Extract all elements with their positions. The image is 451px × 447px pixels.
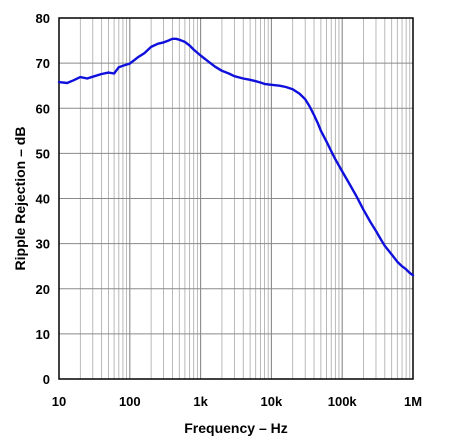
y-tick-label: 0: [43, 372, 50, 387]
plot-frame: [58, 17, 414, 380]
y-tick-label: 30: [36, 237, 50, 252]
x-tick-label: 10: [52, 394, 66, 409]
x-tick-label: 100k: [328, 394, 358, 409]
x-tick-label: 1k: [193, 394, 208, 409]
y-axis-title: Ripple Rejection – dB: [12, 127, 28, 271]
x-tick-label: 1M: [404, 394, 422, 409]
y-tick-labels: 0 10 20 30 40 50 60 70 80: [36, 11, 50, 387]
y-tick-label: 60: [36, 101, 50, 116]
x-tick-label: 10k: [261, 394, 283, 409]
y-tick-label: 70: [36, 56, 50, 71]
x-axis-title: Frequency – Hz: [184, 420, 287, 436]
y-tick-label: 80: [36, 11, 50, 26]
grid-lines: [59, 18, 413, 379]
series-line: [57, 37, 415, 277]
y-tick-label: 10: [36, 327, 50, 342]
y-tick-label: 40: [36, 192, 50, 207]
y-tick-label: 20: [36, 282, 50, 297]
x-tick-label: 100: [119, 394, 141, 409]
y-tick-label: 50: [36, 146, 50, 161]
x-tick-labels: 10 100 1k 10k 100k 1M: [52, 394, 422, 409]
series-layer: [57, 37, 415, 277]
